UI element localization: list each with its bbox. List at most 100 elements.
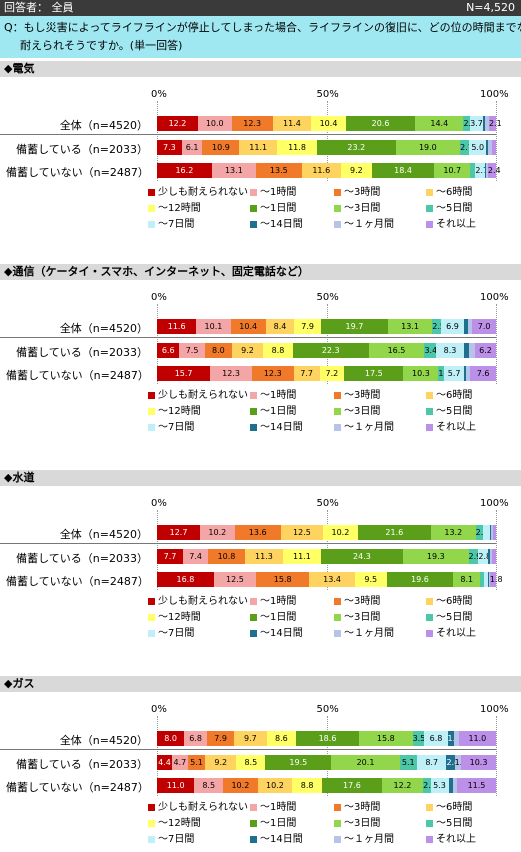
legend-item: ～12時間 <box>148 814 201 829</box>
legend-item: ～6時間 <box>426 386 472 401</box>
bar-segment <box>489 525 491 540</box>
bar-segment: 10.2 <box>223 778 258 793</box>
legend-swatch <box>250 613 257 621</box>
bar-segment: 13.4 <box>309 572 355 587</box>
legend-label: ～5日間 <box>436 818 473 829</box>
legend-swatch <box>426 597 433 605</box>
row-label: 備蓄している（n=2033） <box>16 758 148 771</box>
bar-segment <box>470 163 476 178</box>
bar-segment: 11.0 <box>157 778 195 793</box>
bar-segment: 8.3 <box>435 343 465 358</box>
legend-label: ～12時間 <box>158 406 201 417</box>
legend-swatch <box>426 803 433 811</box>
row-label: 備蓄していない（n=2487） <box>6 166 149 179</box>
bar-segment: 12.3 <box>231 116 273 131</box>
respondents-label: 回答者： 全員 <box>4 1 74 14</box>
bar-segment: 8.0 <box>157 731 185 746</box>
axis-tick-label: 50% <box>316 704 339 715</box>
legend-label: ～１ヶ月間 <box>344 628 394 639</box>
stacked-bar: 16.8 12.5 15.8 13.4 9.5 19.6 8.1 1.8 <box>157 572 503 587</box>
legend-label: ～7日間 <box>158 834 195 845</box>
legend-label: ～１ヶ月間 <box>344 422 394 433</box>
question-box: Q：もし災害によってライフラインが停止してしまった場合、ライフラインの復旧に、ど… <box>0 16 521 58</box>
bar-segment <box>466 366 471 381</box>
bar-segment: 2.1 <box>475 525 488 540</box>
legend-swatch <box>148 391 155 399</box>
legend-item: ～7日間 <box>148 418 194 433</box>
bar-segment: 10.2 <box>257 778 293 793</box>
legend-swatch <box>426 204 433 212</box>
legend-swatch <box>250 407 257 415</box>
bar-segment: 7.3 <box>157 140 182 155</box>
bar-segment <box>482 525 490 540</box>
legend-swatch <box>148 423 155 431</box>
legend-label: ～3時間 <box>344 802 381 813</box>
bar-segment <box>484 163 487 178</box>
legend-swatch <box>426 819 433 827</box>
bar-segment: 5.3 <box>430 778 449 793</box>
row-separator <box>0 337 496 338</box>
bar-segment: 3.7 <box>470 116 483 131</box>
legend-item: ～5日間 <box>426 402 472 417</box>
question-line-2: 耐えられそうですか。(単一回答) <box>20 39 183 52</box>
legend-item: ～1時間 <box>250 183 296 198</box>
bar-segment: 10.4 <box>230 319 266 334</box>
section-title: ◆水道 <box>4 471 35 484</box>
legend-item: ～12時間 <box>148 402 201 417</box>
bar-segment: 13.2 <box>430 525 476 540</box>
legend-swatch <box>250 597 257 605</box>
bar-segment: 11.5 <box>457 778 496 793</box>
bar-segment: 1.9 <box>454 755 467 770</box>
legend-label: それ以上 <box>436 219 476 230</box>
bar-segment: 21.6 <box>357 525 431 540</box>
bar-segment: 2.2 <box>423 778 436 793</box>
bar-segment: 7.9 <box>294 319 322 334</box>
legend-swatch <box>334 188 341 196</box>
legend-item: ～3日間 <box>334 199 380 214</box>
legend-swatch <box>148 188 155 196</box>
row-label: 備蓄している（n=2033） <box>16 552 148 565</box>
bar-segment: 19.3 <box>403 549 469 564</box>
bar-segment <box>448 778 454 793</box>
legend-label: ～1時間 <box>260 596 297 607</box>
legend-label: ～6時間 <box>436 596 473 607</box>
legend-item: それ以上 <box>426 624 476 639</box>
legend-label: ～6時間 <box>436 802 473 813</box>
legend-swatch <box>250 819 257 827</box>
axis-tick-label: 0% <box>151 704 167 715</box>
axis-tick-label: 0% <box>151 498 167 509</box>
section-title: ◆通信（ケータイ・スマホ、インターネット、固定電話など） <box>4 265 309 278</box>
bar-segment: 12.2 <box>157 116 198 131</box>
legend-swatch <box>250 188 257 196</box>
bar-segment: 11.0 <box>458 731 496 746</box>
legend-label: ～1時間 <box>260 187 297 198</box>
legend-swatch <box>334 819 341 827</box>
bar-segment: 9.7 <box>233 731 267 746</box>
legend-item: ～１ヶ月間 <box>334 418 394 433</box>
legend-swatch <box>334 597 341 605</box>
legend-swatch <box>334 407 341 415</box>
row-separator <box>0 543 496 544</box>
legend-item: ～１ヶ月間 <box>334 624 394 639</box>
bar-segment: 2.7 <box>460 140 473 155</box>
legend-label: ～7日間 <box>158 628 195 639</box>
bar-segment: 10.3 <box>403 366 439 381</box>
legend-item: ～14日間 <box>250 215 303 230</box>
bar-segment: 10.2 <box>200 525 235 540</box>
bar-segment: 1.8 <box>489 572 503 587</box>
legend-swatch <box>426 391 433 399</box>
legend-label: ～6時間 <box>436 187 473 198</box>
bar-segment <box>480 572 484 587</box>
legend-item: それ以上 <box>426 418 476 433</box>
bar-segment <box>453 731 459 746</box>
legend-label: ～1日間 <box>260 203 297 214</box>
legend-label: ～3日間 <box>344 406 381 417</box>
row-label: 備蓄していない（n=2487） <box>6 575 149 588</box>
section-header: ◆ガス <box>0 676 521 692</box>
legend-item: ～14日間 <box>250 830 303 845</box>
bar-segment: 11.4 <box>272 116 312 131</box>
stacked-bar: 16.2 13.1 13.5 11.6 9.2 18.4 10.7 2.7 2.4 <box>157 163 501 178</box>
bar-segment: 10.1 <box>196 319 231 334</box>
legend-swatch <box>334 204 341 212</box>
stacked-bar: 7.3 6.1 10.9 11.1 11.8 23.2 19.0 2.7 5.0 <box>157 140 496 155</box>
